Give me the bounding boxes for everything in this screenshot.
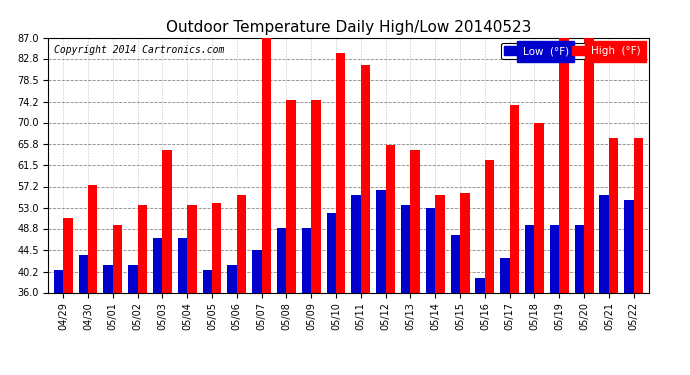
- Bar: [104, 265, 112, 292]
- Bar: [575, 225, 584, 292]
- Bar: [411, 150, 420, 292]
- Bar: [624, 200, 633, 292]
- Bar: [112, 225, 122, 292]
- Legend: Low  (°F), High  (°F): Low (°F), High (°F): [501, 43, 643, 59]
- Bar: [475, 278, 485, 292]
- Bar: [88, 185, 97, 292]
- Bar: [560, 38, 569, 292]
- Bar: [535, 123, 544, 292]
- Bar: [153, 237, 162, 292]
- Bar: [401, 205, 411, 292]
- Bar: [262, 38, 271, 292]
- Bar: [63, 217, 72, 292]
- Bar: [311, 100, 321, 292]
- Bar: [286, 100, 296, 292]
- Bar: [187, 205, 197, 292]
- Bar: [128, 265, 137, 292]
- Bar: [600, 195, 609, 292]
- Bar: [426, 207, 435, 292]
- Bar: [54, 270, 63, 292]
- Bar: [351, 195, 361, 292]
- Bar: [228, 265, 237, 292]
- Bar: [253, 250, 262, 292]
- Bar: [178, 237, 187, 292]
- Bar: [79, 255, 88, 292]
- Bar: [237, 195, 246, 292]
- Bar: [609, 138, 618, 292]
- Text: Copyright 2014 Cartronics.com: Copyright 2014 Cartronics.com: [55, 45, 225, 55]
- Bar: [485, 160, 494, 292]
- Bar: [336, 53, 346, 292]
- Bar: [376, 190, 386, 292]
- Bar: [435, 195, 444, 292]
- Bar: [277, 228, 286, 292]
- Bar: [326, 213, 336, 292]
- Bar: [500, 258, 510, 292]
- Bar: [633, 138, 643, 292]
- Bar: [460, 192, 469, 292]
- Bar: [386, 145, 395, 292]
- Bar: [137, 205, 147, 292]
- Bar: [162, 150, 172, 292]
- Title: Outdoor Temperature Daily High/Low 20140523: Outdoor Temperature Daily High/Low 20140…: [166, 20, 531, 35]
- Bar: [203, 270, 212, 292]
- Bar: [584, 38, 593, 292]
- Bar: [510, 105, 519, 292]
- Bar: [212, 202, 221, 292]
- Bar: [525, 225, 535, 292]
- Bar: [451, 235, 460, 292]
- Bar: [550, 225, 560, 292]
- Bar: [361, 65, 371, 292]
- Bar: [302, 228, 311, 292]
